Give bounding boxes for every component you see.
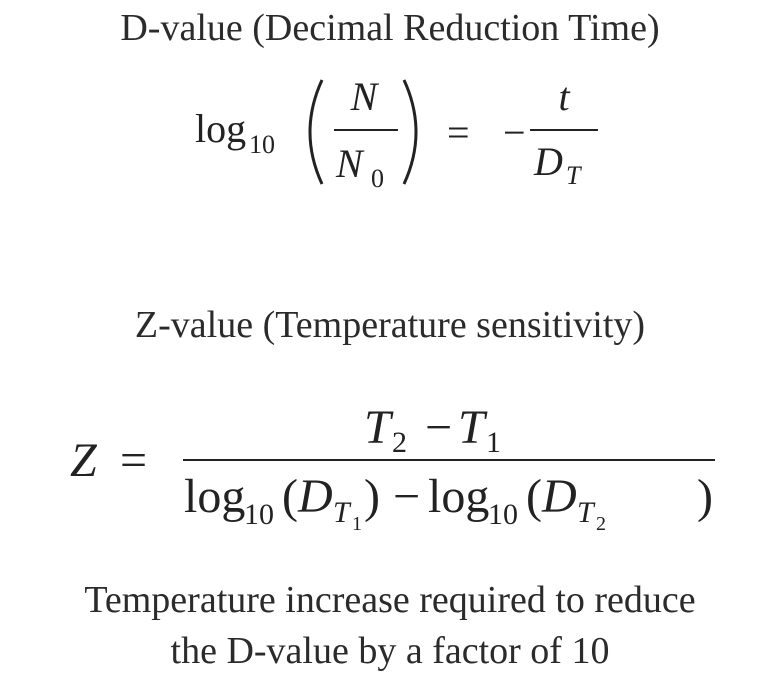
math-text: 1 <box>352 513 362 535</box>
heading: D-value (Decimal Reduction Time) <box>120 7 659 49</box>
math-text: ( <box>282 470 298 523</box>
math-text: T <box>458 401 488 454</box>
math-text: T <box>566 161 582 190</box>
caption-line: Temperature increase required to reduce <box>84 579 695 621</box>
math-text: D <box>541 470 577 523</box>
math-text: 10 <box>488 498 518 531</box>
math-text: T <box>364 401 394 454</box>
math-text: ) <box>697 470 713 523</box>
math-text: 2 <box>596 513 606 535</box>
paren <box>402 79 418 185</box>
math-text: − <box>503 110 526 155</box>
math-text: log <box>428 470 489 523</box>
math-text: ( <box>526 470 542 523</box>
math-text: Z <box>70 434 98 487</box>
math-text: 10 <box>249 130 275 159</box>
math-text: − <box>393 470 420 523</box>
math-text: = <box>120 434 147 487</box>
math-text: log <box>184 470 245 523</box>
math-text: N <box>350 74 380 119</box>
heading: Z-value (Temperature sensitivity) <box>135 304 645 346</box>
math-text: 2 <box>392 426 407 459</box>
math-text: N <box>335 141 365 186</box>
math-text: T <box>577 496 596 529</box>
math-text: = <box>447 110 470 155</box>
math-text: ) <box>364 470 380 523</box>
caption-line: the D-value by a factor of 10 <box>171 630 610 672</box>
math-text: 1 <box>486 426 501 459</box>
paren <box>308 79 324 185</box>
math-text: D <box>533 139 563 184</box>
math-text: 10 <box>244 498 274 531</box>
math-text: 0 <box>371 164 384 193</box>
math-text: T <box>333 496 352 529</box>
math-text: log <box>195 106 246 151</box>
math-text: D <box>297 470 333 523</box>
math-text: t <box>558 74 570 119</box>
math-text: − <box>425 401 452 454</box>
